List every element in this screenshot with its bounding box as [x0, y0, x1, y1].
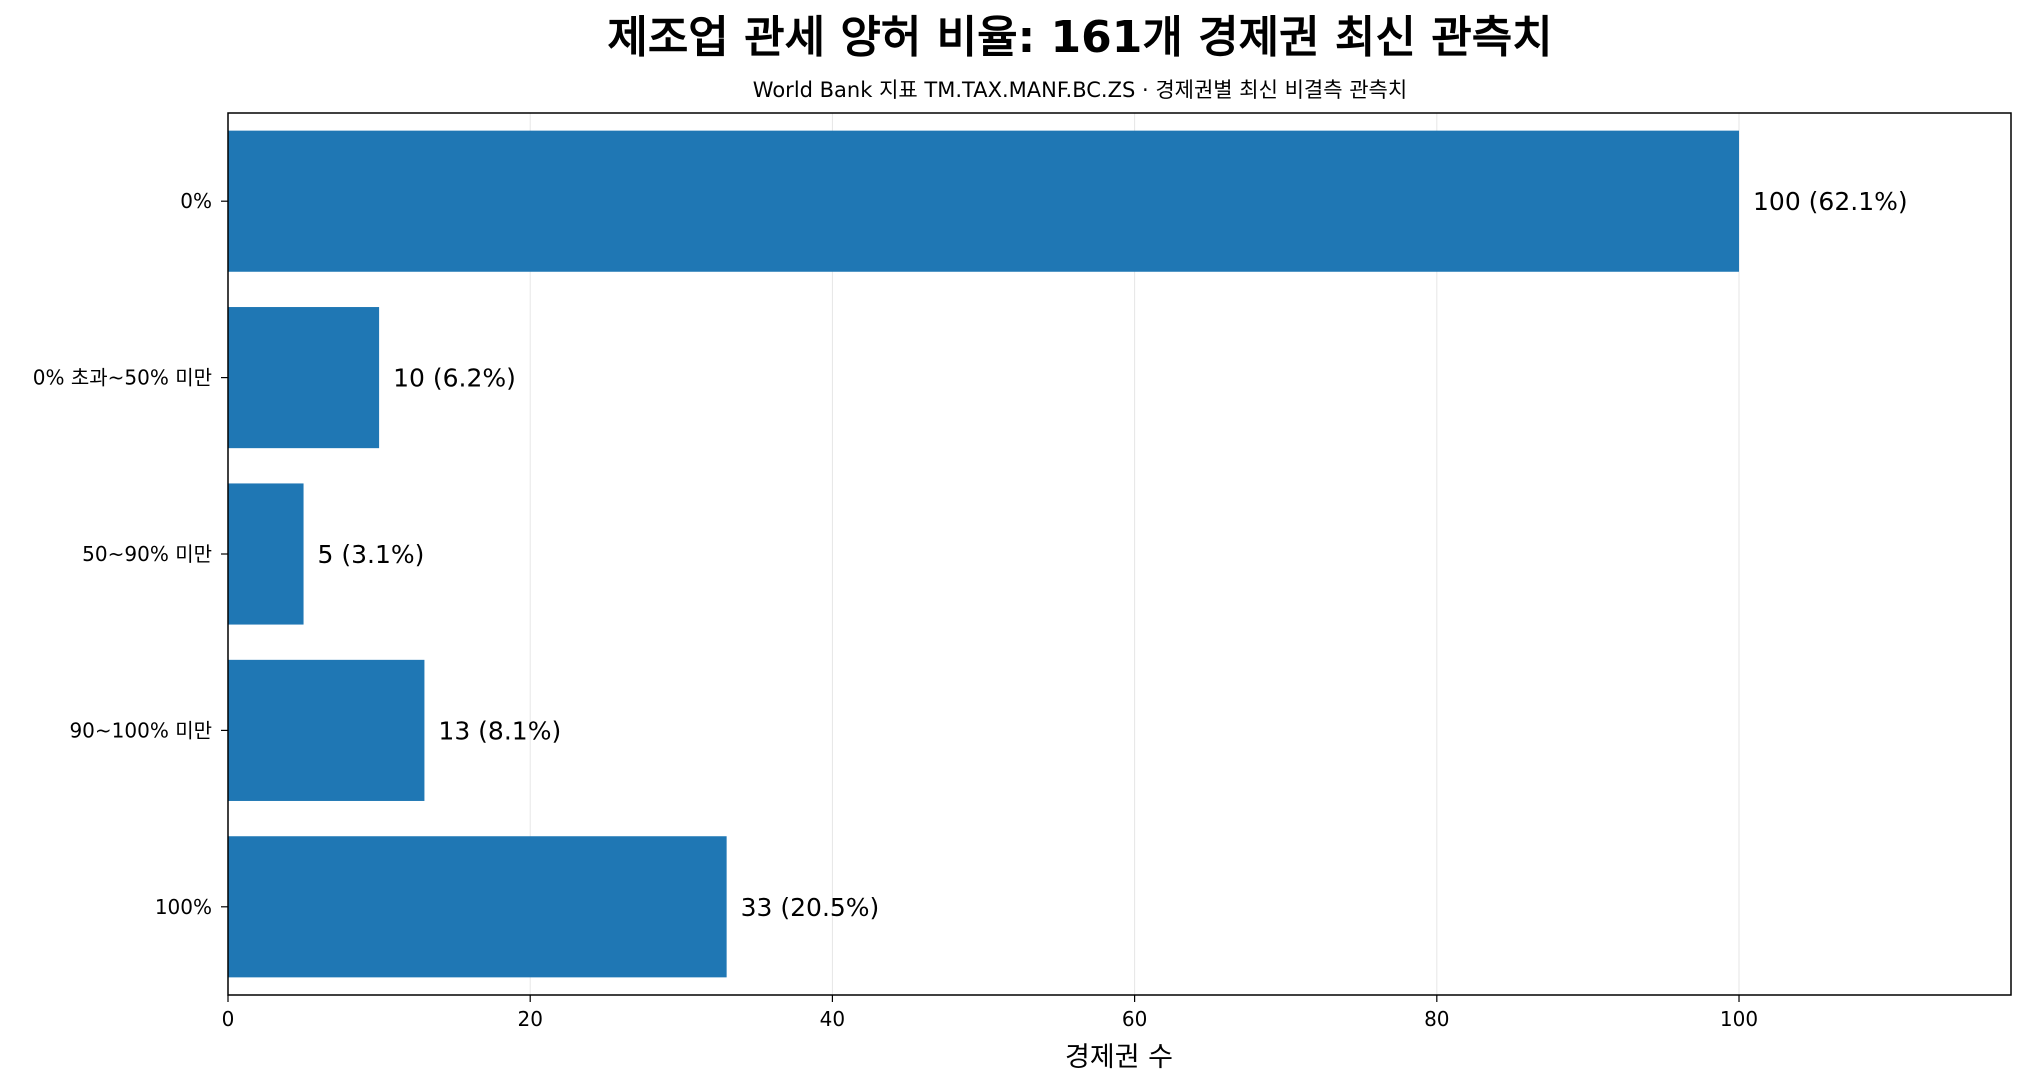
bar-4 — [228, 836, 727, 978]
x-tick-label-4: 80 — [1424, 1007, 1449, 1031]
data-labels: 100 (62.1%) 10 (6.2%) 5 (3.1%) 13 (8.1%) 33 … — [318, 187, 1908, 922]
x-axis-label: 경제권 수 — [1065, 1042, 1173, 1073]
chart-title: 제조업 관세 양허 비율: 161개 경제권 최신 관측치 — [607, 12, 1552, 63]
data-label-0: 100 (62.1%) — [1753, 187, 1908, 216]
y-tick-label-2: 50~90% 미만 — [82, 542, 212, 566]
y-axis-ticks: 0% 0% 초과~50% 미만 50~90% 미만 90~100% 미만 100% — [33, 189, 228, 919]
bars — [228, 130, 1740, 978]
bar-0 — [228, 130, 1740, 272]
bar-1 — [228, 307, 380, 449]
y-tick-label-0: 0% — [180, 189, 212, 213]
bar-3 — [228, 659, 425, 801]
data-label-1: 10 (6.2%) — [393, 364, 516, 393]
y-tick-label-1: 0% 초과~50% 미만 — [33, 366, 212, 390]
data-label-4: 33 (20.5%) — [741, 893, 880, 922]
x-axis-ticks: 0 20 40 60 80 100 — [222, 995, 1758, 1031]
x-tick-label-5: 100 — [1720, 1007, 1758, 1031]
bar-2 — [228, 483, 304, 625]
y-tick-label-4: 100% — [155, 895, 212, 919]
x-tick-label-2: 40 — [820, 1007, 845, 1031]
y-tick-label-3: 90~100% 미만 — [69, 718, 212, 742]
data-label-2: 5 (3.1%) — [318, 540, 425, 569]
x-tick-label-3: 60 — [1122, 1007, 1147, 1031]
x-tick-label-0: 0 — [222, 1007, 235, 1031]
x-tick-label-1: 20 — [517, 1007, 542, 1031]
chart-subtitle: World Bank 지표 TM.TAX.MANF.BC.ZS · 경제권별 최… — [753, 78, 1407, 102]
data-label-3: 13 (8.1%) — [438, 716, 561, 745]
